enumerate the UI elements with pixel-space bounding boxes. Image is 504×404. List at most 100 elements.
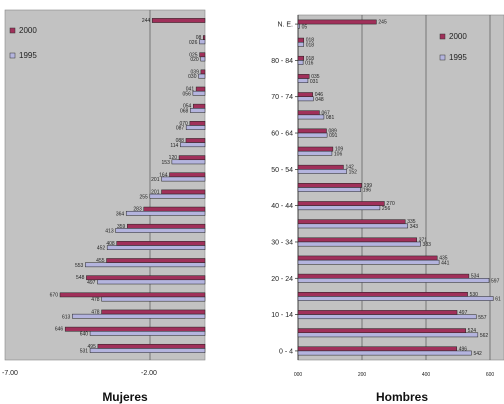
bar-1995 xyxy=(190,108,206,113)
bar-2000 xyxy=(193,103,206,109)
bar-1995 xyxy=(297,241,421,247)
mujeres-bars xyxy=(59,18,206,353)
bar-1995 xyxy=(199,39,206,45)
bar-1995 xyxy=(200,56,206,62)
bar-2000 xyxy=(178,155,206,161)
legend-label-2000: 2000 xyxy=(19,26,37,35)
bar-label-2000: 497 xyxy=(459,310,468,316)
hombres-bars xyxy=(297,19,494,356)
hombres-x-ticks: 000 200 400 600 xyxy=(294,372,495,378)
bar-label-1995: 61 xyxy=(495,297,501,303)
y-tick-label: 40 - 44 xyxy=(271,203,293,210)
bar-label-1995: 441 xyxy=(441,260,450,266)
bar-2000 xyxy=(101,309,206,315)
bar-1995 xyxy=(101,296,206,302)
bar-label-2000: 408 xyxy=(106,241,115,247)
bar-2000 xyxy=(297,92,313,97)
bar-1995 xyxy=(106,245,206,250)
bar-label-2000: 142 xyxy=(345,165,354,171)
bar-1995 xyxy=(297,23,300,29)
bar-2000 xyxy=(59,292,206,298)
bar-label-2000: 495 xyxy=(88,344,97,350)
bar-label-2000: 335 xyxy=(407,219,416,225)
bar-2000 xyxy=(200,69,206,75)
bar-label-1995: 383 xyxy=(423,242,432,248)
bar-1995 xyxy=(192,90,206,96)
bar-label-1995: 255 xyxy=(139,194,148,200)
bar-1995 xyxy=(89,348,206,353)
bar-label-1995: 153 xyxy=(162,160,171,166)
bar-label-2000: 054 xyxy=(183,104,192,110)
y-tick-label: 0 - 4 xyxy=(279,348,293,355)
bar-label-1995: 087 xyxy=(176,126,185,132)
bar-label-1995: 452 xyxy=(97,246,106,252)
bar-label-2000: 478 xyxy=(91,310,100,316)
bar-2000 xyxy=(169,172,206,178)
y-tick-label: 80 - 84 xyxy=(271,58,293,65)
bar-label-2000: 035 xyxy=(311,74,320,80)
bar-label-1995: 020 xyxy=(190,57,199,63)
bar-2000 xyxy=(297,19,377,25)
x-tick-label: 400 xyxy=(422,372,431,378)
y-tick-label: 20 - 24 xyxy=(271,276,293,283)
bar-2000 xyxy=(297,183,362,188)
bar-label-1995: 256 xyxy=(382,206,391,212)
bar-label-1995: 106 xyxy=(334,151,343,157)
bar-label-2000: 025 xyxy=(189,52,198,58)
x-tick-label: 200 xyxy=(358,372,367,378)
bar-label-1995: 364 xyxy=(116,211,125,217)
bar-label-1995: 026 xyxy=(189,40,198,46)
bar-1995 xyxy=(297,169,347,174)
bar-label-2000: 070 xyxy=(180,121,189,127)
bar-1995 xyxy=(149,193,206,199)
bar-2000 xyxy=(143,206,206,212)
bar-label-1995: 613 xyxy=(62,314,71,320)
bar-2000 xyxy=(161,189,206,195)
bar-2000 xyxy=(185,138,206,143)
bar-2000 xyxy=(297,291,468,297)
bar-1995 xyxy=(185,125,206,130)
y-tick-label: 30 - 34 xyxy=(271,239,293,246)
bar-1995 xyxy=(297,96,314,102)
bar-label-2000: 244 xyxy=(142,18,151,24)
bar-1995 xyxy=(89,331,206,336)
bar-1995 xyxy=(297,296,494,301)
mujeres-xtick-label: -2.00 xyxy=(141,370,157,377)
bar-label-2000: 018 xyxy=(306,56,315,62)
bar-1995 xyxy=(297,60,304,65)
legend-label-1995: 1995 xyxy=(449,53,467,62)
bar-1995 xyxy=(161,176,206,182)
legend-swatch-1995 xyxy=(9,52,16,59)
bar-label-2000: 371 xyxy=(419,237,428,243)
y-tick-label: 10 - 14 xyxy=(271,312,293,319)
bar-label-1995: 201 xyxy=(151,177,160,183)
bar-2000 xyxy=(106,258,206,263)
bar-2000 xyxy=(195,86,206,92)
bar-2000 xyxy=(297,328,466,334)
bar-label-2000: 109 xyxy=(335,147,344,153)
bar-1995 xyxy=(297,205,381,211)
bar-label-1995: 597 xyxy=(491,278,500,284)
bar-label-2000: 08 xyxy=(196,35,202,41)
bar-1995 xyxy=(297,114,325,120)
bar-label-1995: 068 xyxy=(180,109,189,115)
legend-label-1995: 1995 xyxy=(19,51,37,60)
legend-label-2000: 2000 xyxy=(449,32,467,41)
bar-2000 xyxy=(297,74,310,79)
bar-label-1995: 557 xyxy=(478,315,487,321)
bar-label-2000: 530 xyxy=(470,292,479,298)
bar-1995 xyxy=(125,210,206,216)
bar-1995 xyxy=(297,259,440,265)
mujeres-title: Mujeres xyxy=(102,390,148,404)
bar-label-2000: 524 xyxy=(468,328,477,334)
mujeres-plot-area xyxy=(4,9,206,361)
bar-1995 xyxy=(297,278,490,283)
bar-label-2000: 670 xyxy=(50,292,59,298)
x-tick-label: 600 xyxy=(486,372,495,378)
bar-label-2000: 039 xyxy=(191,69,200,75)
bar-label-1995: 478 xyxy=(91,297,100,303)
bar-label-2000: 435 xyxy=(439,256,448,262)
bar-label-2000: 270 xyxy=(386,201,395,207)
bar-1995 xyxy=(97,279,206,285)
